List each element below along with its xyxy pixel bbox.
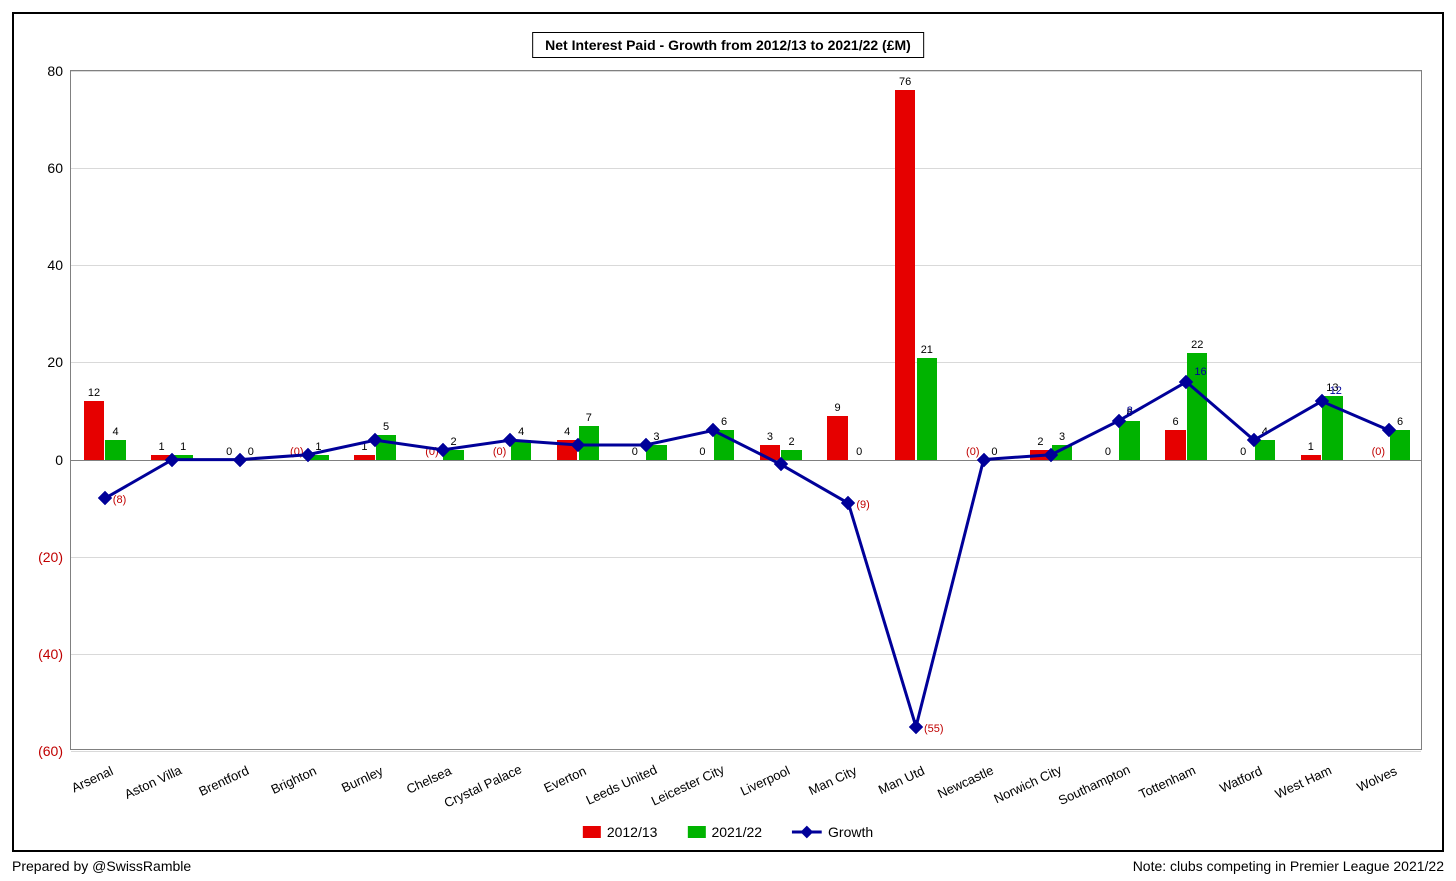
y-axis-tick: 80 [47, 63, 71, 79]
growth-line-layer [71, 71, 1423, 751]
footnote-right: Note: clubs competing in Premier League … [1133, 858, 1444, 874]
x-axis-tick: Burnley [339, 763, 385, 795]
legend-item-growth: Growth [792, 824, 873, 840]
chart-title: Net Interest Paid - Growth from 2012/13 … [532, 32, 924, 58]
x-axis-tick: Brighton [268, 763, 318, 797]
legend-label-2021-22: 2021/22 [711, 824, 762, 840]
x-axis-tick: Wolves [1355, 763, 1400, 795]
x-axis-tick: Aston Villa [122, 762, 184, 801]
growth-value-label: 16 [1194, 366, 1206, 378]
growth-value-label: 12 [1330, 385, 1342, 397]
x-axis-tick: Arsenal [69, 763, 115, 795]
legend-label-growth: Growth [828, 824, 873, 840]
legend-item-2012-13: 2012/13 [583, 824, 658, 840]
legend-label-2012-13: 2012/13 [607, 824, 658, 840]
x-axis-tick: Chelsea [404, 763, 454, 797]
x-axis-tick: Man Utd [876, 763, 927, 797]
x-axis-tick: West Ham [1272, 762, 1333, 801]
legend-item-2021-22: 2021/22 [687, 824, 762, 840]
y-axis-tick: (20) [38, 549, 71, 565]
x-axis-tick: Leicester City [649, 762, 727, 809]
x-axis-tick: Watford [1217, 763, 1264, 796]
growth-value-label: 8 [1127, 405, 1133, 417]
y-axis-tick: 20 [47, 354, 71, 370]
growth-line [105, 382, 1389, 727]
y-axis-tick: (40) [38, 646, 71, 662]
y-axis-tick: 0 [55, 452, 71, 468]
x-axis-tick: Newcastle [935, 762, 996, 801]
legend-swatch-2021-22 [687, 826, 705, 838]
x-axis-tick: Southampton [1056, 762, 1132, 808]
x-axis-tick: Everton [541, 763, 588, 796]
growth-value-label: (8) [113, 494, 126, 506]
x-axis-tick: Liverpool [738, 763, 792, 799]
growth-value-label: (55) [924, 723, 944, 735]
chart-frame: Net Interest Paid - Growth from 2012/13 … [12, 12, 1444, 852]
x-axis-tick: Norwich City [992, 762, 1064, 806]
plot-area: (60)(40)(20)020406080124Arsenal11Aston V… [70, 70, 1422, 750]
y-axis-tick: 60 [47, 160, 71, 176]
growth-value-label: (9) [856, 499, 869, 511]
x-axis-tick: Leeds United [583, 762, 659, 808]
x-axis-tick: Brentford [196, 763, 251, 799]
x-axis-tick: Tottenham [1137, 762, 1198, 801]
footnote-left: Prepared by @SwissRamble [12, 858, 191, 874]
x-axis-tick: Man City [807, 763, 860, 798]
legend-swatch-2012-13 [583, 826, 601, 838]
grid-line [71, 751, 1421, 752]
x-axis-tick: Crystal Palace [442, 761, 524, 810]
y-axis-tick: 40 [47, 257, 71, 273]
legend-swatch-growth [792, 825, 822, 839]
legend: 2012/13 2021/22 Growth [583, 824, 873, 840]
y-axis-tick: (60) [38, 743, 71, 759]
